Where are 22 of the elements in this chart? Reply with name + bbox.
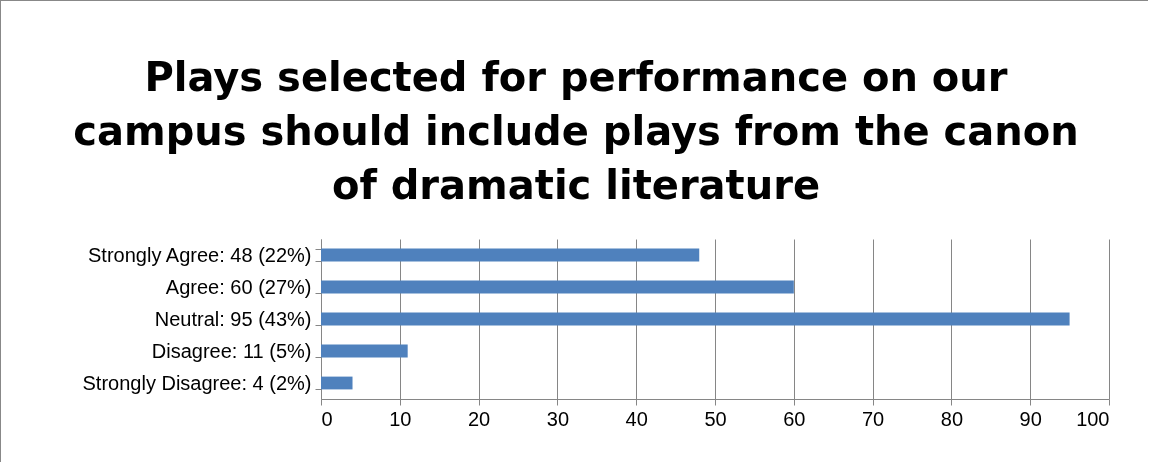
bar (321, 344, 408, 358)
x-tick-label: 50 (704, 407, 727, 430)
x-tick-label: 40 (625, 407, 648, 430)
x-tick-label: 10 (389, 407, 412, 430)
x-tick-label: 70 (861, 407, 885, 430)
x-tick-label: 60 (783, 407, 806, 430)
y-tick-label: Strongly Agree: 48 (22%) (88, 243, 312, 266)
bar (321, 280, 794, 294)
bar (321, 312, 1070, 326)
x-tick-label: 0 (321, 407, 333, 430)
x-tick-label: 30 (546, 407, 570, 430)
y-tick-label: Agree: 60 (27%) (165, 275, 312, 298)
x-tick-label: 100 (1076, 407, 1110, 430)
y-tick-label: Disagree: 11 (5%) (151, 339, 312, 362)
chart-title: Plays selected for performance on our campus should include plays from the canon of dramatic literature (73, 54, 1079, 208)
bar (321, 248, 700, 262)
y-tick-label: Strongly Disagree: 4 (2%) (82, 371, 312, 394)
bar (321, 376, 353, 390)
x-tick-label: 20 (467, 407, 491, 430)
y-tick-label: Neutral: 95 (43%) (154, 307, 312, 330)
x-tick-label: 90 (1019, 407, 1042, 430)
x-tick-label: 80 (940, 407, 964, 430)
